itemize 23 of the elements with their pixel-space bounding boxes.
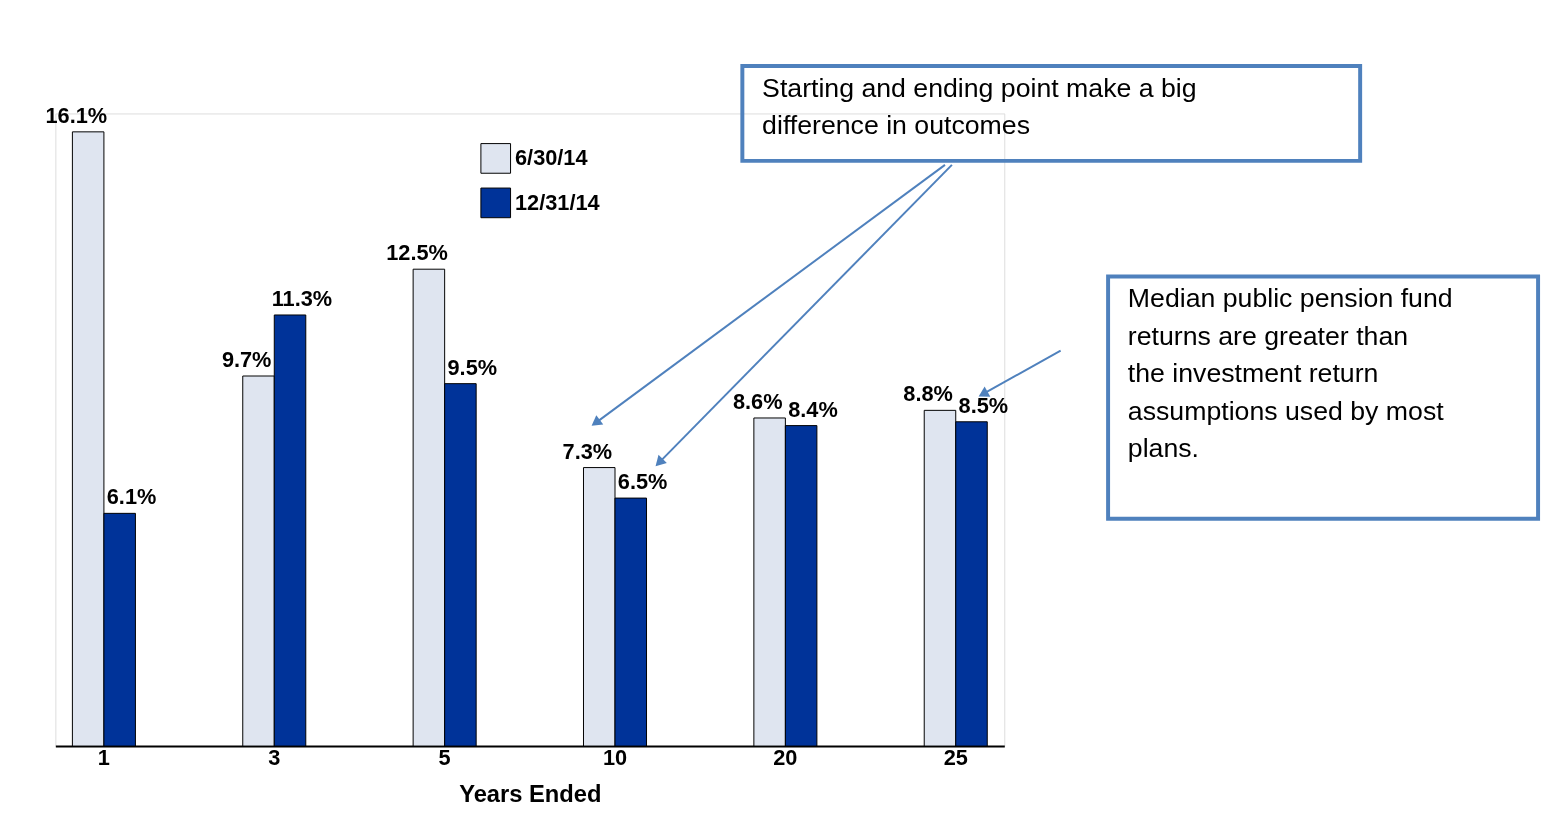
data-label: 7.3% [562,438,613,464]
data-label: 8.8% [903,381,953,407]
x-tick-label: 20 [773,745,798,771]
data-label: 11.3% [271,286,333,312]
data-label: 8.5% [958,392,1009,418]
data-label: 8.6% [732,389,783,415]
data-label: 6.1% [106,484,157,510]
data-label: 12.5% [386,240,448,266]
x-axis-title: Years Ended [459,780,602,807]
x-tick-label: 25 [943,745,968,771]
x-tick-label: 3 [268,745,281,771]
x-tick-label: 1 [97,745,110,771]
text: Median public pension fund returns are greater than the investment return assumptions used by most plans. [1127,283,1453,464]
x-tick-label: 10 [602,745,628,771]
legend-label: 6/30/14 [515,145,588,171]
data-label: 9.7% [221,347,272,373]
data-label: 9.5% [447,354,498,380]
x-tick-label: 5 [438,745,451,771]
data-label: 8.4% [788,396,838,422]
annotation: Starting and ending point make a big difference in outcomes [762,72,1197,141]
data-label: 16.1% [45,102,108,128]
data-label: 6.5% [617,469,668,495]
legend-label: 12/31/14 [515,189,600,215]
